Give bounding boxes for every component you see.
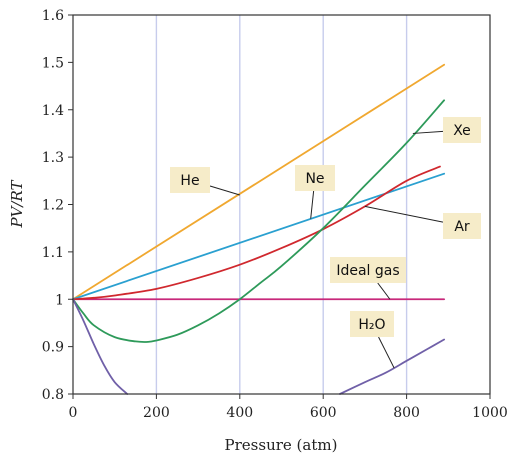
series-callouts: He Ne Ar Xe Ideal gas H₂O	[170, 117, 481, 337]
callout-leaders	[209, 130, 444, 369]
y-tick-label: 0.8	[42, 387, 64, 403]
x-tick-label: 600	[310, 405, 337, 421]
y-tick-label: 1.1	[42, 245, 64, 261]
x-tick-label: 400	[226, 405, 253, 421]
x-tick-label: 1000	[472, 405, 508, 421]
y-tick-label: 1.6	[42, 8, 64, 24]
x-axis-title: Pressure (atm)	[225, 436, 338, 454]
callout-box-xe	[443, 117, 481, 143]
callout-box-ideal-gas	[330, 257, 406, 283]
callout-box-he	[170, 167, 210, 193]
y-tick-label: 1.4	[42, 103, 64, 119]
leader-he	[209, 185, 240, 196]
x-tick-label: 800	[393, 405, 420, 421]
series-line-xe	[72, 99, 446, 343]
series-line-h2o	[338, 338, 446, 395]
series-line-ar	[72, 165, 441, 301]
x-tick-label: 200	[143, 405, 170, 421]
callout-label-ar: Ar	[454, 219, 470, 235]
y-tick-label: 1.2	[42, 198, 64, 214]
callout-box-ne	[295, 165, 335, 191]
y-axis-title: PV/RT	[8, 179, 26, 228]
x-tick-label: 0	[69, 405, 78, 421]
y-tick-label: 0.9	[42, 340, 64, 356]
leader-ar	[364, 205, 444, 223]
callout-box-h-o	[350, 311, 394, 337]
callout-label-xe: Xe	[453, 123, 471, 139]
leader-h-o	[378, 336, 395, 369]
leader-xe	[412, 130, 444, 134]
y-tick-label: 1	[55, 292, 64, 308]
series-layer	[72, 63, 446, 395]
callout-label-ideal-gas: Ideal gas	[336, 263, 399, 279]
axis-ticks	[68, 14, 491, 399]
callout-box-ar	[443, 213, 481, 239]
callout-label-ne: Ne	[305, 171, 324, 187]
y-tick-label: 1.3	[42, 150, 64, 166]
x-tick-labels: 0 200 400 600 800 1000	[69, 405, 508, 421]
y-tick-label: 1.5	[42, 55, 64, 71]
callout-label-h-o: H₂O	[358, 317, 385, 333]
series-line-he	[72, 63, 446, 301]
callout-label-he: He	[180, 173, 199, 189]
series-line-h2o	[72, 298, 129, 395]
gridlines	[155, 15, 408, 394]
plot-frame	[72, 14, 491, 395]
leader-ne	[310, 190, 315, 219]
leader-ideal-gas	[377, 282, 391, 300]
y-tick-labels: 0.8 0.9 1 1.1 1.2 1.3 1.4 1.5 1.6	[42, 8, 64, 403]
